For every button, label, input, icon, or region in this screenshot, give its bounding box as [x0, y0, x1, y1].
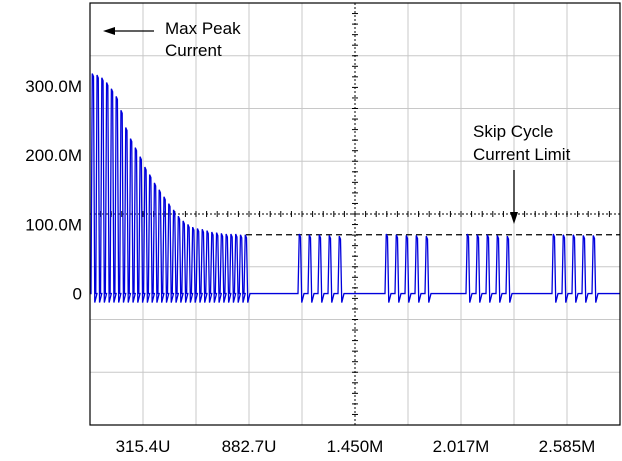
current-waveform — [90, 73, 620, 303]
max-peak-label-line2: Current — [165, 41, 222, 60]
x-axis-tick-labels: 315.4U 882.7U 1.450M 2.017M 2.585M — [116, 437, 596, 456]
x-tick-label: 315.4U — [116, 437, 171, 456]
skip-cycle-label-line1: Skip Cycle — [473, 122, 553, 141]
y-tick-label: 200.0M — [25, 146, 82, 165]
skip-cycle-annotation: Skip Cycle Current Limit — [473, 122, 571, 224]
skip-cycle-arrowhead — [510, 212, 518, 224]
y-tick-label: 0 — [73, 285, 82, 304]
y-axis-tick-labels: 300.0M 200.0M 100.0M 0 — [25, 77, 82, 304]
y-tick-label: 100.0M — [25, 215, 82, 234]
y-tick-label: 300.0M — [25, 77, 82, 96]
skip-cycle-label-line2: Current Limit — [473, 145, 571, 164]
x-tick-label: 2.017M — [433, 437, 490, 456]
x-tick-label: 882.7U — [222, 437, 277, 456]
plot-frame — [89, 2, 621, 426]
max-peak-label-line1: Max Peak — [165, 19, 241, 38]
x-tick-label: 1.450M — [327, 437, 384, 456]
max-peak-annotation: Max Peak Current — [103, 19, 241, 60]
x-tick-label: 2.585M — [539, 437, 596, 456]
max-peak-arrowhead — [103, 27, 115, 35]
